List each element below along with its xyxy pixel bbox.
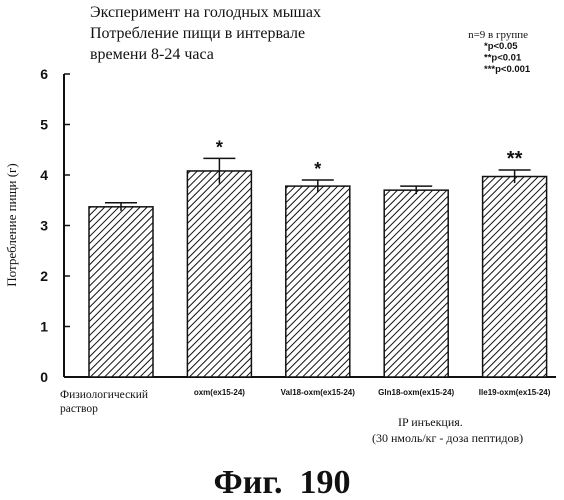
bar — [384, 190, 448, 377]
x-tick-label: Физиологический — [60, 389, 148, 401]
sample-size-note: n=9 в группе — [468, 29, 528, 41]
bar — [187, 171, 251, 377]
figure-caption: Фиг. 190 — [214, 464, 351, 500]
injection-note: IP инъекция. — [398, 415, 463, 429]
chart-title: Эксперимент на голодных мышах Потребление… — [90, 4, 321, 63]
injection-note: (30 нмоль/кг - доза пептидов) — [372, 431, 523, 445]
x-tick-label: Gln18-oxm(ex15-24) — [378, 388, 454, 397]
significance-marker: * — [314, 159, 321, 179]
y-tick-label: 3 — [40, 218, 48, 234]
p-value-note: *p<0.05 — [484, 41, 518, 52]
x-tick-label: Ile19-oxm(ex15-24) — [479, 388, 551, 397]
x-tick-label: раствор — [60, 403, 98, 415]
p-value-note: **p<0.01 — [484, 53, 522, 64]
p-value-note: ***p<0.001 — [484, 64, 531, 75]
y-tick-label: 1 — [40, 319, 48, 335]
bar — [483, 177, 547, 377]
x-tick-label: oxm(ex15-24) — [194, 388, 245, 397]
y-tick-label: 5 — [40, 117, 48, 133]
y-tick-label: 0 — [40, 369, 48, 385]
bar — [89, 207, 153, 377]
x-tick-label: Val18-oxm(ex15-24) — [281, 388, 356, 397]
x-axis-note: IP инъекция. (30 нмоль/кг - доза пептидов… — [372, 415, 523, 445]
x-tick-labels: Физиологический раствор oxm(ex15-24) Val18-… — [60, 388, 551, 415]
bars: **** — [89, 137, 547, 377]
bar — [286, 186, 350, 377]
title-line: времени 8-24 часа — [90, 46, 214, 63]
significance-marker: ** — [507, 148, 523, 170]
title-line: Эксперимент на голодных мышах — [90, 4, 321, 21]
significance-marker: * — [216, 137, 223, 157]
y-tick-label: 6 — [40, 66, 48, 82]
significance-notes: n=9 в группе*p<0.05**p<0.01***p<0.001 — [468, 29, 531, 75]
y-axis-label: Потребление пищи (г) — [4, 163, 19, 286]
y-tick-label: 4 — [40, 167, 48, 183]
title-line: Потребление пищи в интервале — [90, 25, 305, 42]
y-tick-label: 2 — [40, 268, 48, 284]
